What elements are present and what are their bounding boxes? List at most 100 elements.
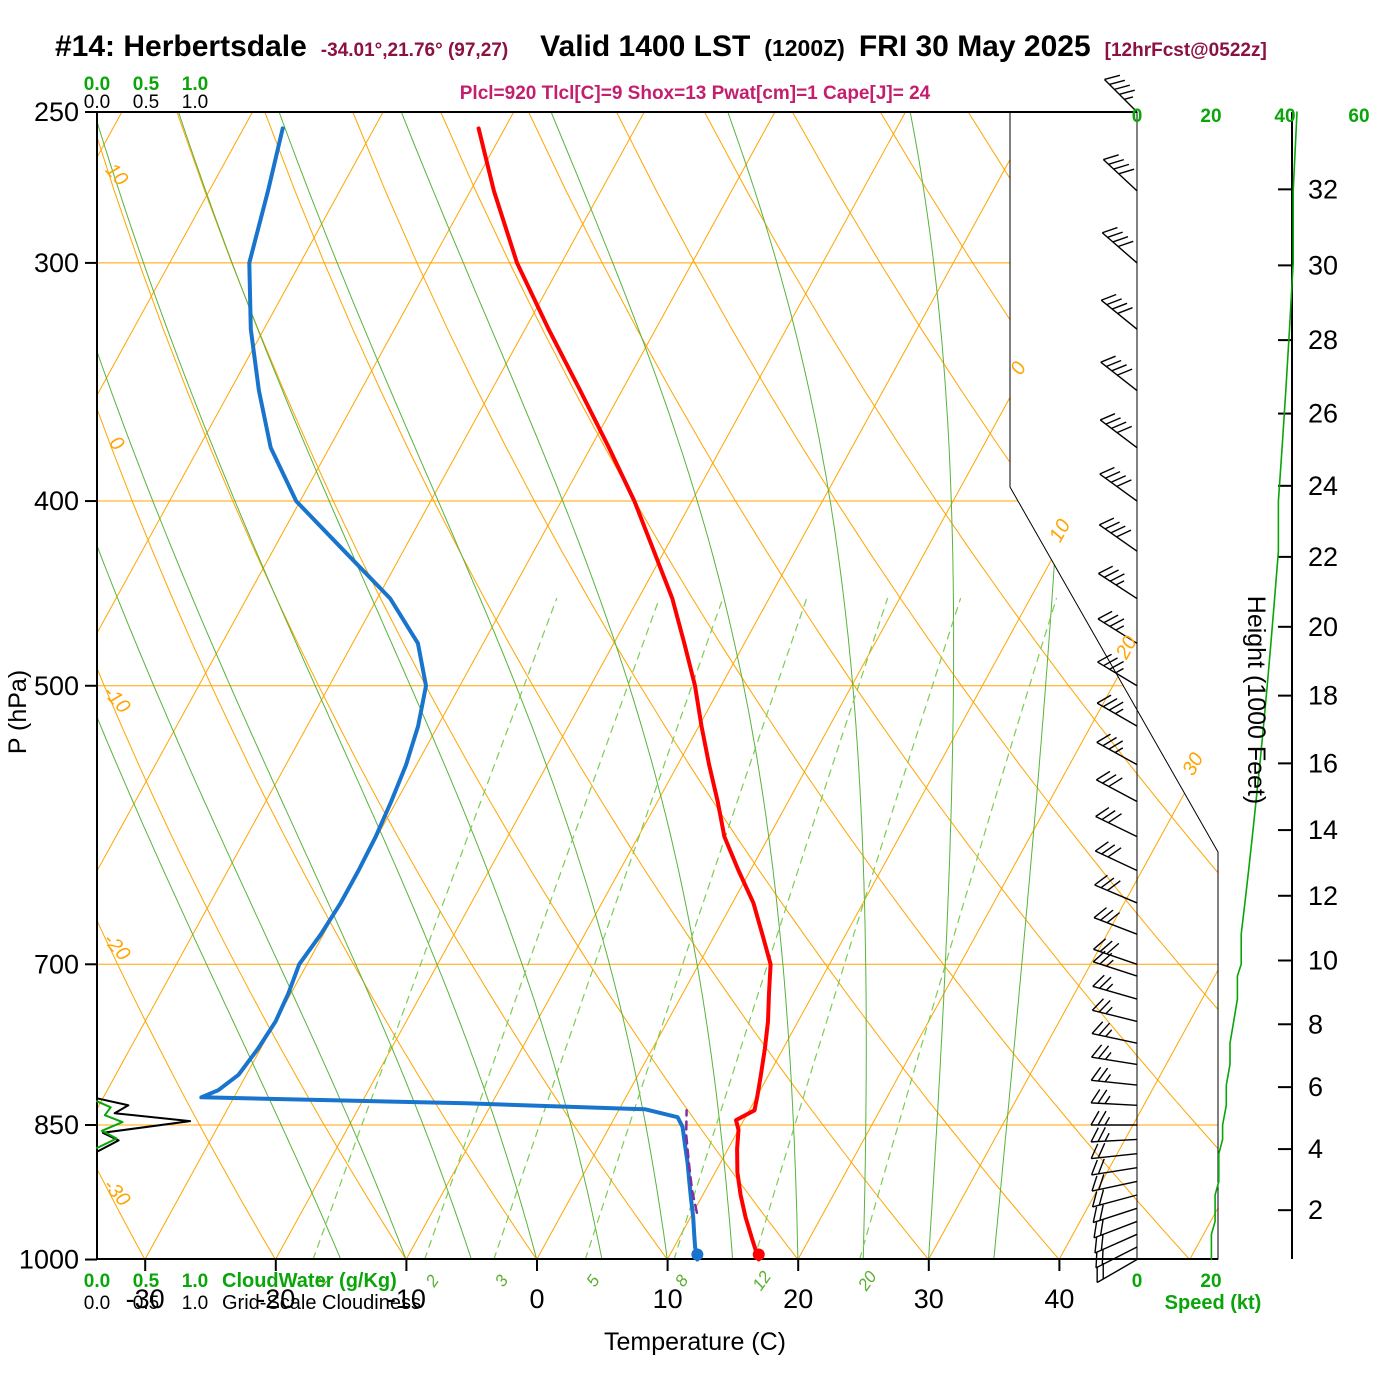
- wind-barb-full: [1119, 89, 1135, 95]
- wind-barb-half: [1105, 1029, 1113, 1037]
- pressure-tick-label: 300: [34, 248, 79, 278]
- temp-axis-title: Temperature (C): [604, 1328, 786, 1356]
- wind-barb-full: [1102, 774, 1117, 784]
- wind-barb-full: [1093, 1221, 1098, 1239]
- cloud-scale-bottom-green: 0.5: [133, 1271, 160, 1292]
- height-tick-label: 30: [1308, 250, 1338, 280]
- wind-barb-full: [1118, 168, 1135, 175]
- wind-barb-full: [1096, 770, 1111, 781]
- dry-adiabat-line: [616, 112, 1218, 1259]
- wind-barb-half: [1115, 580, 1125, 586]
- wind-barb-full: [1116, 425, 1133, 434]
- isotherm-line: [144, 112, 776, 1259]
- wind-barb-staff: [1093, 917, 1138, 935]
- wind-barb-full: [1105, 470, 1121, 479]
- speed-scale-top: 60: [1348, 106, 1369, 127]
- moist-adiabat-line: [97, 112, 472, 1259]
- wind-barb-staff: [1101, 232, 1138, 264]
- cloud-scale-top-black: 0.0: [84, 92, 110, 113]
- cloud-scale-top-green: 0.0: [84, 74, 110, 95]
- temperature-curve: [476, 126, 773, 1262]
- height-tick-label: 24: [1308, 471, 1338, 501]
- surface-temp-dot: [752, 1248, 765, 1261]
- height-tick-label: 22: [1308, 542, 1338, 572]
- wind-barb-staff: [1093, 1220, 1138, 1239]
- wind-barb-full: [1090, 1089, 1101, 1104]
- wind-barb-full: [1091, 1021, 1104, 1035]
- wind-barb-full: [1107, 847, 1122, 858]
- axis-labels: 1 2 3 5 8 12 20-30 -20 -10 0 10 20 30 402503004005007…: [19, 74, 1370, 1314]
- wind-barb-full: [1097, 1142, 1106, 1159]
- wind-barb-full: [1104, 521, 1120, 530]
- wind-barb-full: [1117, 368, 1133, 376]
- mixing-ratio-line: [673, 597, 889, 1259]
- wind-barb-full: [1100, 355, 1116, 363]
- dewpoint-curve: [199, 126, 700, 1262]
- isotherm-label: 10: [1045, 516, 1075, 546]
- isotherm-line: [97, 112, 515, 1259]
- skewt-grid: [97, 112, 1218, 1259]
- wind-barb-full: [1097, 1158, 1105, 1175]
- wind-barb-full: [1102, 226, 1118, 234]
- wind-barb-full: [1092, 974, 1105, 987]
- pressure-axis-title: P (hPa): [4, 670, 32, 754]
- valid-date: FRI 30 May 2025: [858, 30, 1091, 63]
- title-bar: #14: Herbertsdale -34.01°,21.76° (97,27)…: [55, 30, 1267, 64]
- moist-adiabat-line: [400, 112, 734, 1259]
- wind-barb-full: [1094, 874, 1108, 886]
- wind-barb-half: [1115, 667, 1124, 674]
- wind-barb-full: [1108, 158, 1124, 165]
- wind-barb-half: [1106, 959, 1114, 967]
- wind-barb-full: [1096, 733, 1111, 743]
- mixing-ratio-label: 12: [749, 1267, 776, 1294]
- wind-barb-half: [1104, 1074, 1112, 1083]
- wind-barb-full: [1095, 806, 1110, 818]
- wind-barb-full: [1102, 698, 1118, 708]
- pressure-tick-label: 400: [34, 486, 79, 516]
- wind-barb-full: [1110, 525, 1126, 534]
- wind-barb-full: [1094, 841, 1109, 852]
- cloud-scale-top-green: 1.0: [182, 74, 208, 95]
- temp-tick-label: 10: [653, 1284, 683, 1314]
- wind-barb-full: [1101, 844, 1116, 855]
- wind-barb-staff: [1092, 985, 1138, 1000]
- isotherm-label: 30: [1178, 749, 1208, 779]
- wind-barb-full: [1116, 529, 1132, 538]
- dry-adiabat-line: [1143, 112, 1218, 1259]
- wind-speed-curve: [1210, 111, 1298, 1261]
- wind-barb-full: [1103, 154, 1119, 161]
- cloud-scale-bottom-green: 0.0: [84, 1271, 110, 1292]
- moist-adiabat-line: [97, 112, 342, 1259]
- station-coords: -34.01°,21.76° (97,27): [320, 40, 509, 61]
- cloud-scale-bottom-black: 0.5: [133, 1293, 159, 1314]
- wind-barb-full: [1109, 79, 1126, 86]
- wind-barb-staff: [1091, 1079, 1138, 1086]
- cloud-scale-top-black: 1.0: [182, 92, 208, 113]
- wind-barb-half: [1105, 1006, 1113, 1015]
- wind-barb-staff: [1099, 419, 1138, 449]
- cloudwater-label: CloudWater (g/Kg): [222, 1270, 397, 1292]
- pressure-tick-label: 1000: [19, 1245, 79, 1275]
- wind-barb-half: [1104, 1132, 1110, 1142]
- wind-barb-full: [1105, 417, 1121, 425]
- speed-scale-top: 0: [1132, 106, 1143, 127]
- pressure-tick-label: 500: [34, 671, 79, 701]
- wind-barb-staff: [1095, 850, 1138, 872]
- dry-adiabat-label: -10: [99, 682, 135, 718]
- cloud-scale-bottom-green: 1.0: [182, 1271, 208, 1292]
- dry-adiabat-line: [791, 112, 1218, 1259]
- wind-barb-full: [1097, 1067, 1109, 1082]
- wind-barb-full: [1090, 1143, 1099, 1159]
- isotherm-line: [928, 112, 1218, 1259]
- plot-frame: [85, 111, 1293, 1271]
- mixing-ratio-line: [858, 597, 1058, 1259]
- wind-barb-staff: [1092, 1009, 1138, 1023]
- wind-barb-full: [1100, 877, 1115, 889]
- wind-barb-full: [1092, 1206, 1098, 1223]
- dry-adiabat-label: -30: [99, 1175, 135, 1211]
- moist-adiabat-line: [278, 112, 668, 1259]
- wind-barb-full: [1117, 240, 1134, 248]
- wind-barb-staff: [1091, 1032, 1138, 1044]
- wind-barb-full: [1106, 942, 1120, 955]
